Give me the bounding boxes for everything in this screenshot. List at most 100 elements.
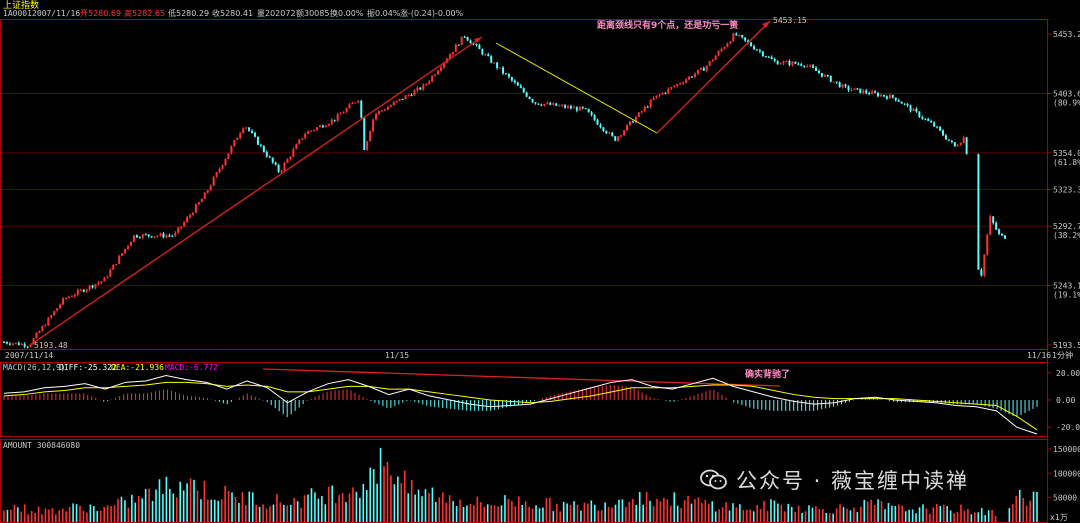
candle-body: [256, 136, 259, 145]
diff-label: DIFF:-25.322: [59, 363, 117, 372]
y-tick-label: 5354.0: [1053, 149, 1080, 158]
y-tick-pct: (61.8%): [1053, 158, 1080, 167]
candle-body: [434, 74, 437, 76]
candle-body: [525, 92, 528, 97]
candle-body: [906, 103, 909, 106]
candle-body: [682, 82, 685, 84]
candle-body: [820, 72, 823, 77]
candle-body: [688, 76, 691, 80]
candle-body: [147, 234, 150, 237]
candle-body: [956, 145, 959, 147]
candle-body: [153, 236, 156, 238]
low-label: 低5280.29: [168, 8, 209, 18]
candle-body: [862, 90, 865, 94]
candle-body: [265, 152, 268, 157]
candle-body: [345, 108, 348, 113]
amount-header: AMOUNT 300846080: [3, 441, 80, 450]
candle-body: [389, 105, 392, 108]
candle-body: [590, 112, 593, 116]
y-tick-pct: (80.9%): [1053, 98, 1080, 107]
candle-body: [88, 285, 91, 290]
candle-body: [735, 33, 738, 36]
candle-body: [97, 282, 100, 285]
candle-body: [1001, 233, 1004, 236]
candle-body: [626, 124, 629, 131]
candle-body: [191, 212, 194, 215]
candle-body: [17, 342, 20, 346]
candle-body: [782, 61, 785, 64]
price-grid: [1, 92, 1047, 287]
candle-body: [693, 73, 696, 78]
candle-body: [289, 156, 292, 159]
candle-body: [150, 236, 153, 238]
candle-body: [129, 241, 132, 246]
candle-body: [584, 108, 587, 110]
neckline-note: 距离颈线只有9个点，还是功亏一篑: [597, 19, 738, 31]
candle-body: [206, 190, 209, 193]
annotation-lines: [29, 20, 781, 387]
candle-body: [363, 117, 366, 151]
candle-body: [815, 67, 818, 71]
candle-body: [227, 153, 230, 160]
ohlc-bar: 1A0001 2007/11/16 开5280.69 高5282.65 低528…: [3, 8, 464, 18]
candle-body: [253, 132, 256, 137]
candle-body: [313, 129, 316, 131]
y-tick-label: 5403.6: [1053, 89, 1080, 98]
candle-body: [259, 144, 262, 146]
candle-body: [369, 131, 372, 142]
candle-body: [168, 235, 171, 237]
high-label: 高5282.65: [124, 8, 165, 18]
amount-series: [3, 447, 1038, 522]
change-label: 涨-(0.24)-0.00%: [400, 8, 464, 18]
candle-body: [670, 86, 673, 89]
amplitude-label: 振0.04%: [367, 8, 401, 18]
y-tick-label: 5193.5: [1053, 341, 1080, 350]
candle-body: [962, 137, 965, 143]
y-tick-label: 5243.1: [1053, 282, 1080, 291]
candle-body: [286, 158, 289, 163]
candle-body: [879, 94, 882, 97]
candle-body: [950, 140, 953, 143]
candle-body: [540, 104, 543, 106]
candle-body: [141, 234, 144, 238]
candle-body: [915, 108, 918, 112]
candle-body: [138, 237, 141, 239]
candle-body: [271, 157, 274, 163]
time-axis: 2007/11/14 11/15 11/16 1分钟: [5, 350, 1073, 360]
candle-body: [726, 43, 729, 47]
candle-body: [779, 63, 782, 65]
candle-body: [132, 235, 135, 242]
candle-body: [23, 343, 26, 347]
candle-body: [566, 106, 569, 108]
candle-body: [750, 42, 753, 47]
candle-body: [162, 233, 165, 238]
candle-body: [431, 75, 434, 82]
candle-body: [469, 40, 472, 44]
candle-body: [930, 120, 933, 123]
candle-body: [965, 137, 968, 155]
candle-body: [478, 44, 481, 50]
candle-body: [395, 100, 398, 103]
candle-body: [770, 56, 773, 60]
candle-body: [614, 136, 617, 141]
uptrend-arrow-1: [474, 37, 482, 43]
candle-body: [419, 87, 422, 90]
candle-body: [404, 95, 407, 100]
y-tick-pct: (38.2%): [1053, 231, 1080, 240]
candle-body: [868, 93, 871, 95]
candle-body: [753, 46, 756, 50]
candle-body: [959, 142, 962, 146]
candle-body: [53, 311, 56, 316]
candle-body: [280, 170, 283, 172]
candle-body: [531, 99, 534, 103]
candle-body: [342, 112, 345, 114]
candle-body: [165, 235, 168, 238]
candle-body: [832, 81, 835, 83]
candle-body: [513, 80, 516, 83]
candle-body: [82, 289, 85, 292]
candle-body: [676, 83, 679, 87]
candle-body: [212, 177, 215, 186]
candle-body: [304, 134, 307, 139]
candle-body: [333, 119, 336, 121]
